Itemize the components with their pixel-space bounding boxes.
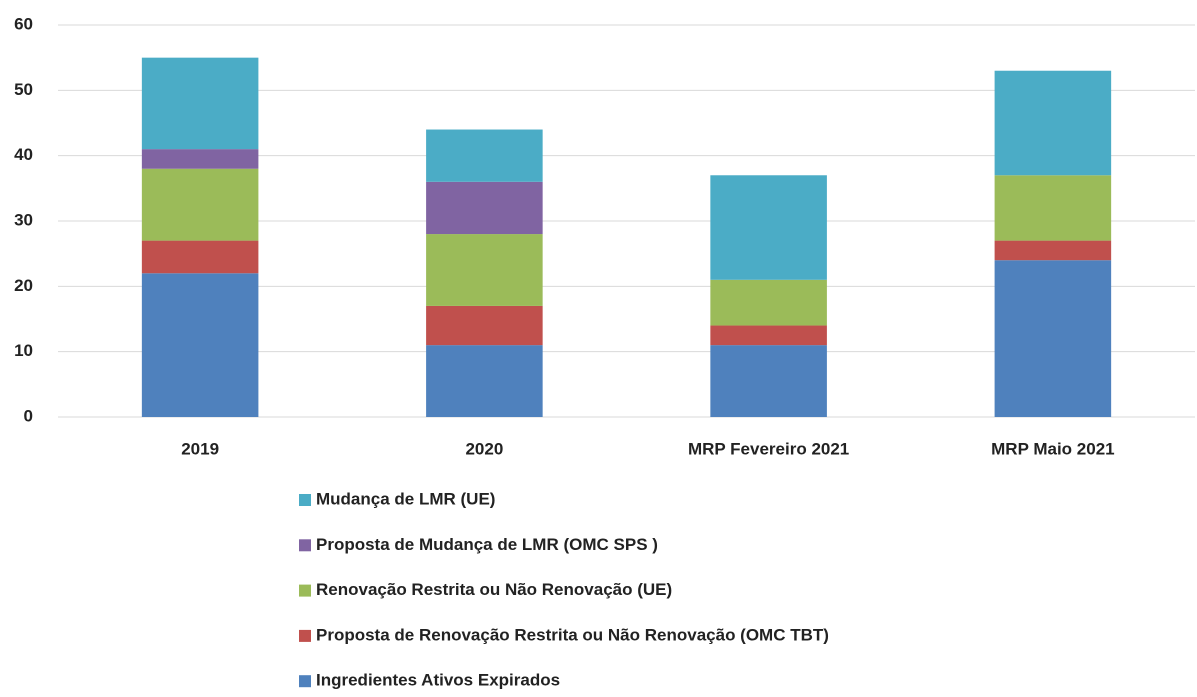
legend-swatch [299,494,311,506]
bar-segment [710,175,827,280]
bar-segment [141,273,259,417]
bar-segment [141,149,259,169]
bar-segment [141,57,259,150]
legend-swatch [299,675,311,688]
legend-swatch [299,629,311,642]
legend-label: Renovação Restrita ou Não Renovação (UE) [316,580,672,599]
y-tick-label: 20 [14,276,33,295]
legend-swatch [299,539,311,552]
y-tick-label: 0 [24,406,33,425]
y-tick-label: 50 [14,80,33,99]
y-tick-label: 30 [14,210,33,229]
bar-segment [710,279,827,326]
bar-segment [426,129,543,182]
bar-segment [710,325,827,346]
bar-segment [994,70,1112,176]
x-tick-label: 2020 [465,439,503,458]
bar-segment [426,305,543,346]
bar-segment [994,175,1112,241]
bar-segment [426,181,543,235]
legend-label: Ingredientes Ativos Expirados [316,671,560,690]
legend-label: Proposta de Mudança de LMR (OMC SPS ) [316,535,658,554]
legend-label: Proposta de Renovação Restrita ou Não Re… [316,625,829,644]
legend-label: Mudança de LMR (UE) [316,489,495,508]
bar-segment [426,234,543,306]
bar-segment [994,240,1112,261]
bar-segment [710,345,827,417]
legend-swatch [299,584,311,597]
bar-segment [994,260,1112,417]
bar-segment [141,168,259,241]
y-tick-label: 10 [14,341,33,360]
y-tick-label: 60 [14,14,33,33]
y-tick-label: 40 [14,145,33,164]
x-tick-label: MRP Maio 2021 [991,439,1114,458]
bar-segment [141,240,259,274]
x-tick-label: 2019 [181,439,219,458]
x-tick-label: MRP Fevereiro 2021 [688,439,849,458]
bar-segment [426,345,543,417]
